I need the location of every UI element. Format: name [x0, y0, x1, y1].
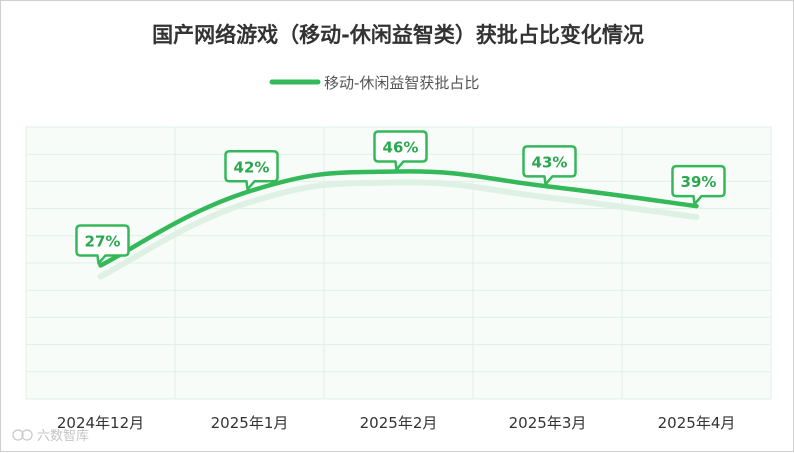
series-line-path [98, 169, 699, 268]
data-label-bubble [671, 164, 726, 206]
data-labels: 27% 42% 46% 43% 39% [75, 130, 726, 265]
data-label: 42% [224, 150, 279, 191]
watermark-text: 六数智库 [37, 428, 89, 444]
data-label: 27% [75, 224, 130, 265]
data-label-text: 43% [532, 153, 568, 171]
x-tick-label: 2025年4月 [658, 414, 736, 432]
data-label-text: 39% [681, 173, 717, 191]
watermark-logo-icon-2 [21, 429, 33, 441]
data-label: 39% [671, 164, 726, 206]
x-axis-ticks: 2024年12月 2025年1月 2025年2月 2025年3月 2025年4月 [57, 414, 735, 432]
data-label-bubble [224, 150, 279, 191]
gridlines [26, 127, 771, 399]
chart-title: 国产网络游戏（移动-休闲益智类）获批占比变化情况 [152, 23, 644, 47]
data-label-bubble [373, 130, 428, 171]
watermark: 六数智库 [12, 428, 89, 444]
x-tick-label: 2025年3月 [509, 414, 587, 432]
data-label-bubble [75, 224, 130, 265]
data-label: 46% [373, 130, 428, 171]
x-tick-label: 2024年12月 [57, 414, 144, 432]
data-label-bubble [522, 145, 577, 186]
legend: 移动-休闲益智获批占比 [269, 74, 479, 92]
watermark-logo-icon [12, 429, 24, 441]
data-label-text: 46% [383, 139, 419, 157]
x-tick-label: 2025年1月 [211, 414, 289, 432]
line-shadow [97, 179, 700, 280]
series-shadow-line [97, 179, 700, 280]
legend-label: 移动-休闲益智获批占比 [324, 74, 479, 92]
x-tick-label: 2025年2月 [360, 414, 438, 432]
data-label-text: 27% [85, 232, 121, 250]
data-label-text: 42% [234, 158, 270, 176]
data-label: 43% [522, 145, 577, 186]
series-line [98, 169, 699, 268]
